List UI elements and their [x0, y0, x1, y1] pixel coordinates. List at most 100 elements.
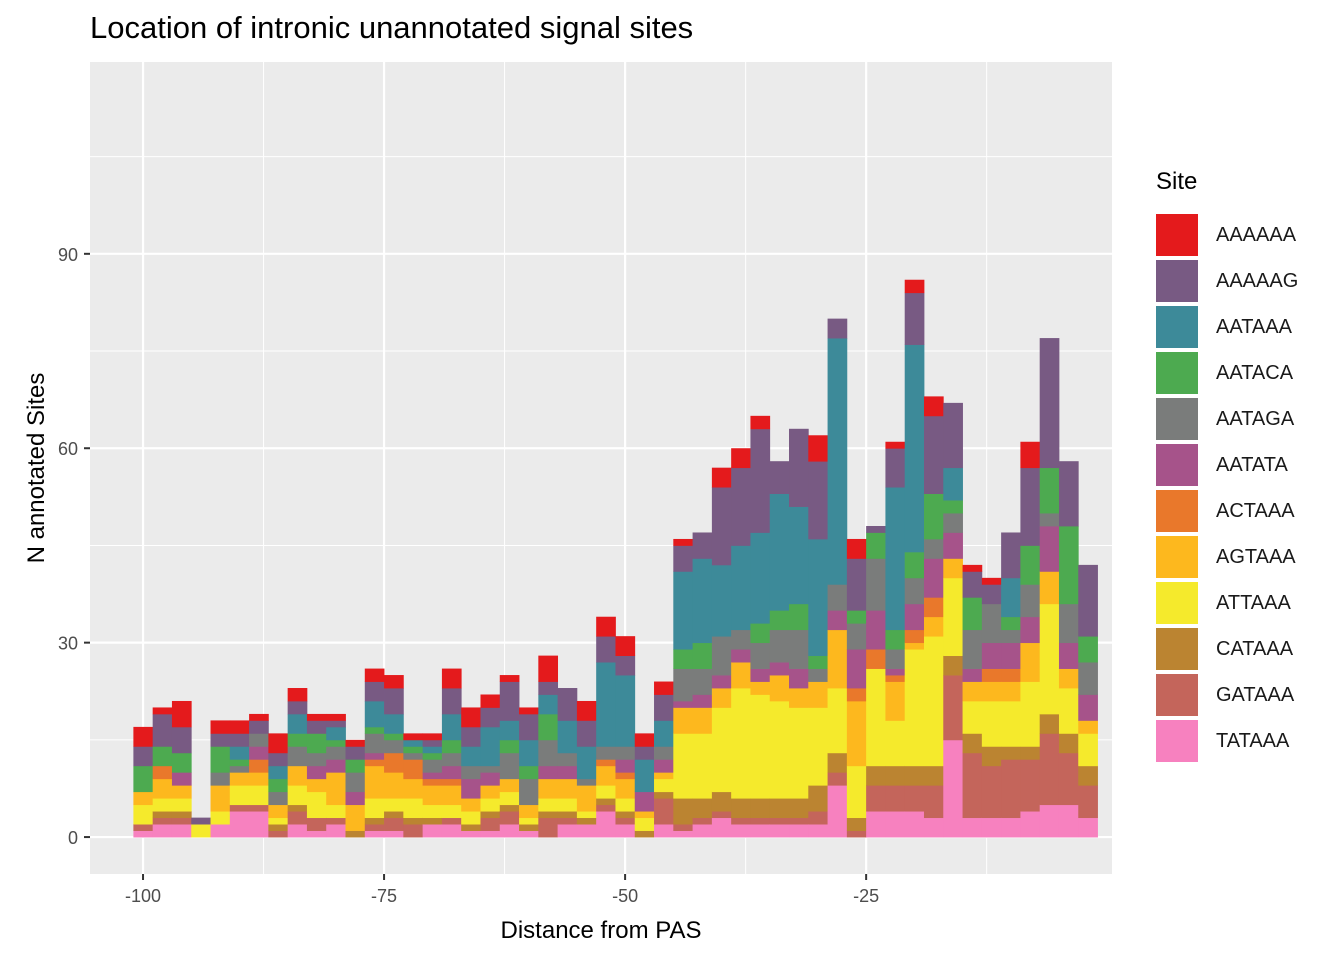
bar-segment-aataaa [441, 713, 462, 741]
bar-segment-aatata [654, 759, 674, 773]
bar-segment-cataaa [885, 765, 906, 786]
legend-label: TATAAA [1216, 729, 1290, 752]
bar-segment-aataga [904, 577, 925, 605]
bar-segment-aaaaaa [962, 564, 983, 572]
bar-segment-gataaa [731, 817, 751, 825]
legend-item-aaaaag: AAAAAG [1156, 258, 1298, 304]
bar-segment-gataaa [480, 817, 501, 831]
bar-segment-cataaa [538, 811, 559, 819]
bar-segment-aataca [1078, 636, 1098, 663]
bar-segment-aaaaaa [750, 415, 771, 430]
bar-segment-aaaaag [1039, 338, 1060, 469]
bar-segment-gataaa [384, 817, 404, 831]
bar-segment-gataaa [673, 824, 693, 831]
bar-segment-gataaa [962, 752, 983, 819]
bar-segment-cataaa [1020, 746, 1041, 760]
bar-segment-tataaa [461, 830, 481, 838]
bar-segment-agtaaa [904, 642, 925, 650]
bar-segment-attaaa [519, 817, 539, 825]
bar-segment-gataaa [789, 817, 809, 825]
bar-segment-aataga [557, 752, 578, 767]
bar-segment-agtaaa [615, 778, 636, 799]
bar-segment-aataga [229, 765, 250, 773]
bar-segment-aataca [384, 733, 404, 741]
bar-segment-cataaa [519, 824, 539, 831]
legend-label: AATACA [1216, 361, 1294, 384]
bar-segment-aaaaag [904, 292, 925, 345]
bar-segment-aaaaaa [634, 733, 655, 747]
bar-segment-aataaa [557, 720, 578, 754]
bar-segment-agtaaa [441, 785, 462, 806]
bar-segment-aataaa [789, 506, 809, 605]
bar-segment-attaaa [403, 798, 424, 819]
bar-segment-aataga [1020, 584, 1041, 618]
bar-segment-aaaaag [422, 739, 443, 747]
bar-segment-gataaa [287, 811, 308, 825]
legend-swatch [1156, 352, 1198, 394]
bar-segment-aataga [750, 642, 771, 669]
bar-segment-agtaaa [827, 629, 848, 689]
bar-segment-aaaaag [306, 720, 327, 734]
bar-segment-aataaa [634, 759, 655, 793]
bar-segment-aataaa [576, 746, 597, 780]
bar-segment-cataaa [1058, 733, 1079, 754]
bar-segment-aatata [827, 610, 848, 631]
bar-segment-tataaa [750, 824, 771, 838]
bar-segment-aatata [615, 759, 636, 773]
bar-segment-attaaa [287, 785, 308, 806]
bar-segment-aataga [789, 629, 809, 669]
bar-segment-aaaaag [210, 733, 231, 747]
bar-segment-attaaa [133, 804, 154, 825]
bar-segment-aaaaag [326, 720, 346, 728]
bar-segment-cataaa [673, 798, 693, 825]
bar-segment-gataaa [229, 804, 250, 812]
bar-segment-actaaa [923, 597, 944, 618]
bar-segment-actaaa [1001, 668, 1021, 682]
bar-segment-agtaaa [634, 811, 655, 819]
bar-segment-aataaa [943, 467, 963, 501]
bar-segment-aataaa [326, 726, 346, 741]
bar-segment-gataaa [808, 811, 828, 825]
legend-swatch [1156, 398, 1198, 440]
bar-segment-gataaa [885, 785, 906, 812]
legend-item-aataca: AATACA [1156, 350, 1298, 396]
bar-segment-agtaaa [229, 772, 250, 786]
bar-segment-aaaaag [596, 636, 616, 663]
bar-segment-cataaa [422, 817, 443, 825]
bar-segment-aaaaaa [673, 538, 693, 546]
legend-swatch [1156, 260, 1198, 302]
bar-segment-cataaa [634, 830, 655, 838]
bar-segment-gataaa [1020, 759, 1041, 812]
bar-segment-actaaa [364, 759, 385, 767]
legend-item-aatata: AATATA [1156, 442, 1298, 488]
bar-segment-aataga [808, 668, 828, 682]
bar-segment-aataca [422, 752, 443, 760]
bar-segment-aataaa [403, 739, 424, 747]
bar-segment-actaaa [981, 668, 1002, 682]
legend-swatch [1156, 306, 1198, 348]
bar-segment-aatata [538, 765, 559, 780]
bar-segment-tataaa [229, 811, 250, 838]
bar-segment-aataga [866, 558, 886, 611]
bar-segment-aataga [538, 739, 559, 767]
bar-segment-agtaaa [711, 688, 732, 708]
bar-segment-attaaa [422, 804, 443, 819]
bar-segment-aataaa [422, 746, 443, 754]
bar-segment-attaaa [384, 798, 404, 812]
bar-segment-attaaa [229, 785, 250, 806]
bar-segment-aataca [306, 733, 327, 754]
bar-segment-aaaaag [923, 415, 944, 494]
bar-segment-attaaa [731, 688, 751, 799]
bar-segment-aatata [846, 649, 867, 689]
bar-segment-aaaaag [384, 688, 404, 715]
bar-segment-aatata [943, 532, 963, 559]
bar-segment-aataca [885, 629, 906, 650]
bar-segment-aaaaaa [403, 733, 424, 741]
legend-item-aataga: AATAGA [1156, 396, 1298, 442]
bar-segment-cataaa [557, 811, 578, 819]
bar-segment-aataaa [519, 739, 539, 767]
bar-segment-tataaa [249, 811, 269, 838]
bar-segment-aataga [576, 778, 597, 786]
bar-segment-aaaaag [1058, 461, 1079, 527]
bar-segment-aaaaaa [210, 720, 231, 734]
